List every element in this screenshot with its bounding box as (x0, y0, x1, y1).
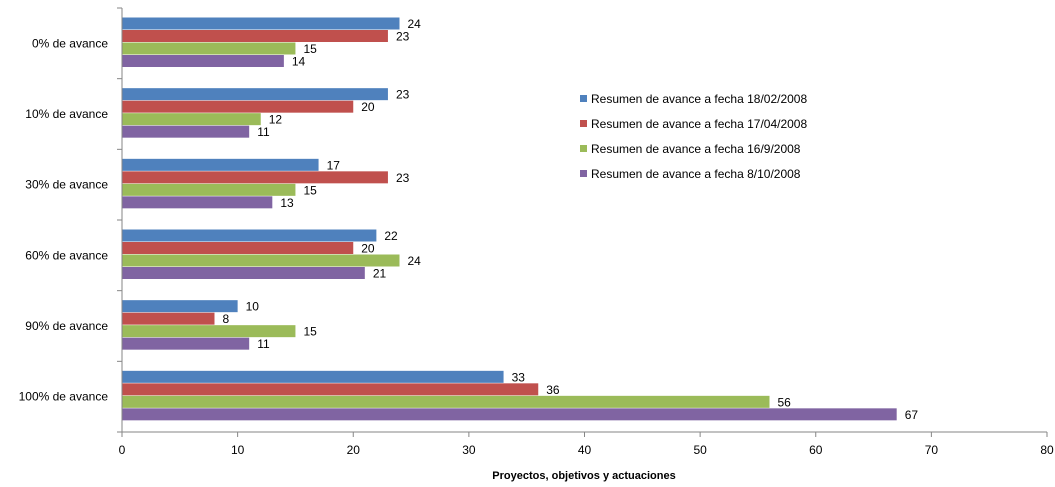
data-labels-layer: 2423151423201211172315132220242110815113… (223, 17, 919, 422)
bar-2-3 (122, 171, 388, 184)
legend-label: Resumen de avance a fecha 8/10/2008 (591, 167, 801, 181)
data-label: 11 (257, 125, 270, 139)
x-axis-title: Proyectos, objetivos y actuaciones (492, 470, 675, 482)
bar-4-6 (122, 408, 897, 421)
legend-swatch (580, 120, 587, 127)
data-label: 56 (778, 395, 792, 409)
bar-1-2 (122, 88, 388, 101)
x-tick-label: 20 (347, 443, 361, 457)
bar-3-5 (122, 325, 296, 338)
x-tick-label: 30 (462, 443, 476, 457)
legend-swatch (580, 145, 587, 152)
x-tick-label: 10 (231, 443, 245, 457)
bar-1-4 (122, 229, 377, 242)
bar-3-6 (122, 395, 770, 408)
data-label: 10 (246, 300, 260, 314)
legend-label: Resumen de avance a fecha 16/9/2008 (591, 142, 801, 156)
data-label: 24 (408, 254, 422, 268)
data-label: 21 (373, 267, 387, 281)
bar-2-6 (122, 383, 539, 396)
legend: Resumen de avance a fecha 18/02/2008 Resu… (580, 92, 807, 181)
x-tick-label: 60 (809, 443, 823, 457)
category-label: 10% de avance (25, 107, 108, 121)
category-label: 0% de avance (32, 36, 108, 50)
bar-2-2 (122, 100, 354, 113)
data-label: 23 (396, 171, 410, 185)
bar-4-2 (122, 125, 250, 138)
x-tick-label: 70 (925, 443, 939, 457)
data-label: 14 (292, 55, 306, 69)
axes-layer: 0% de avance 10% de avance 30% de avance 60… (19, 7, 1054, 457)
bar-4-3 (122, 196, 273, 209)
bar-3-3 (122, 183, 296, 196)
bar-3-4 (122, 254, 400, 267)
bar-4-1 (122, 55, 284, 67)
bar-3-1 (122, 42, 296, 55)
bar-2-4 (122, 242, 354, 254)
data-label: 15 (303, 325, 317, 339)
category-label: 60% de avance (25, 248, 108, 262)
category-label: 90% de avance (25, 319, 108, 333)
x-tick-label: 80 (1040, 443, 1054, 457)
x-tick-label: 0 (119, 443, 126, 457)
x-tick-label: 40 (578, 443, 592, 457)
data-label: 23 (396, 88, 410, 102)
data-label: 67 (905, 408, 919, 422)
data-label: 12 (269, 113, 283, 127)
bar-2-5 (122, 312, 215, 325)
data-label: 15 (303, 183, 317, 197)
bar-4-4 (122, 267, 365, 279)
legend-swatch (580, 170, 587, 177)
data-label: 8 (223, 312, 230, 326)
category-label: 30% de avance (25, 178, 108, 192)
data-label: 24 (408, 17, 422, 31)
bar-1-3 (122, 158, 319, 171)
bar-2-1 (122, 30, 388, 42)
data-label: 23 (396, 30, 410, 44)
bar-1-5 (122, 300, 238, 313)
bar-1-1 (122, 17, 400, 30)
data-label: 13 (280, 196, 294, 210)
legend-label: Resumen de avance a fecha 18/02/2008 (591, 92, 807, 106)
bars-layer (122, 17, 897, 421)
data-label: 17 (327, 158, 341, 172)
data-label: 33 (512, 370, 526, 384)
bar-3-2 (122, 113, 261, 126)
x-tick-label: 50 (693, 443, 707, 457)
bar-4-5 (122, 337, 250, 350)
bar-1-6 (122, 370, 504, 383)
data-label: 36 (546, 383, 560, 397)
data-label: 22 (384, 229, 398, 243)
data-label: 11 (257, 337, 270, 351)
data-label: 20 (361, 242, 375, 256)
data-label: 15 (303, 42, 317, 56)
data-label: 20 (361, 100, 375, 114)
category-label: 100% de avance (19, 390, 109, 404)
legend-swatch (580, 95, 587, 102)
legend-label: Resumen de avance a fecha 17/04/2008 (591, 117, 807, 131)
